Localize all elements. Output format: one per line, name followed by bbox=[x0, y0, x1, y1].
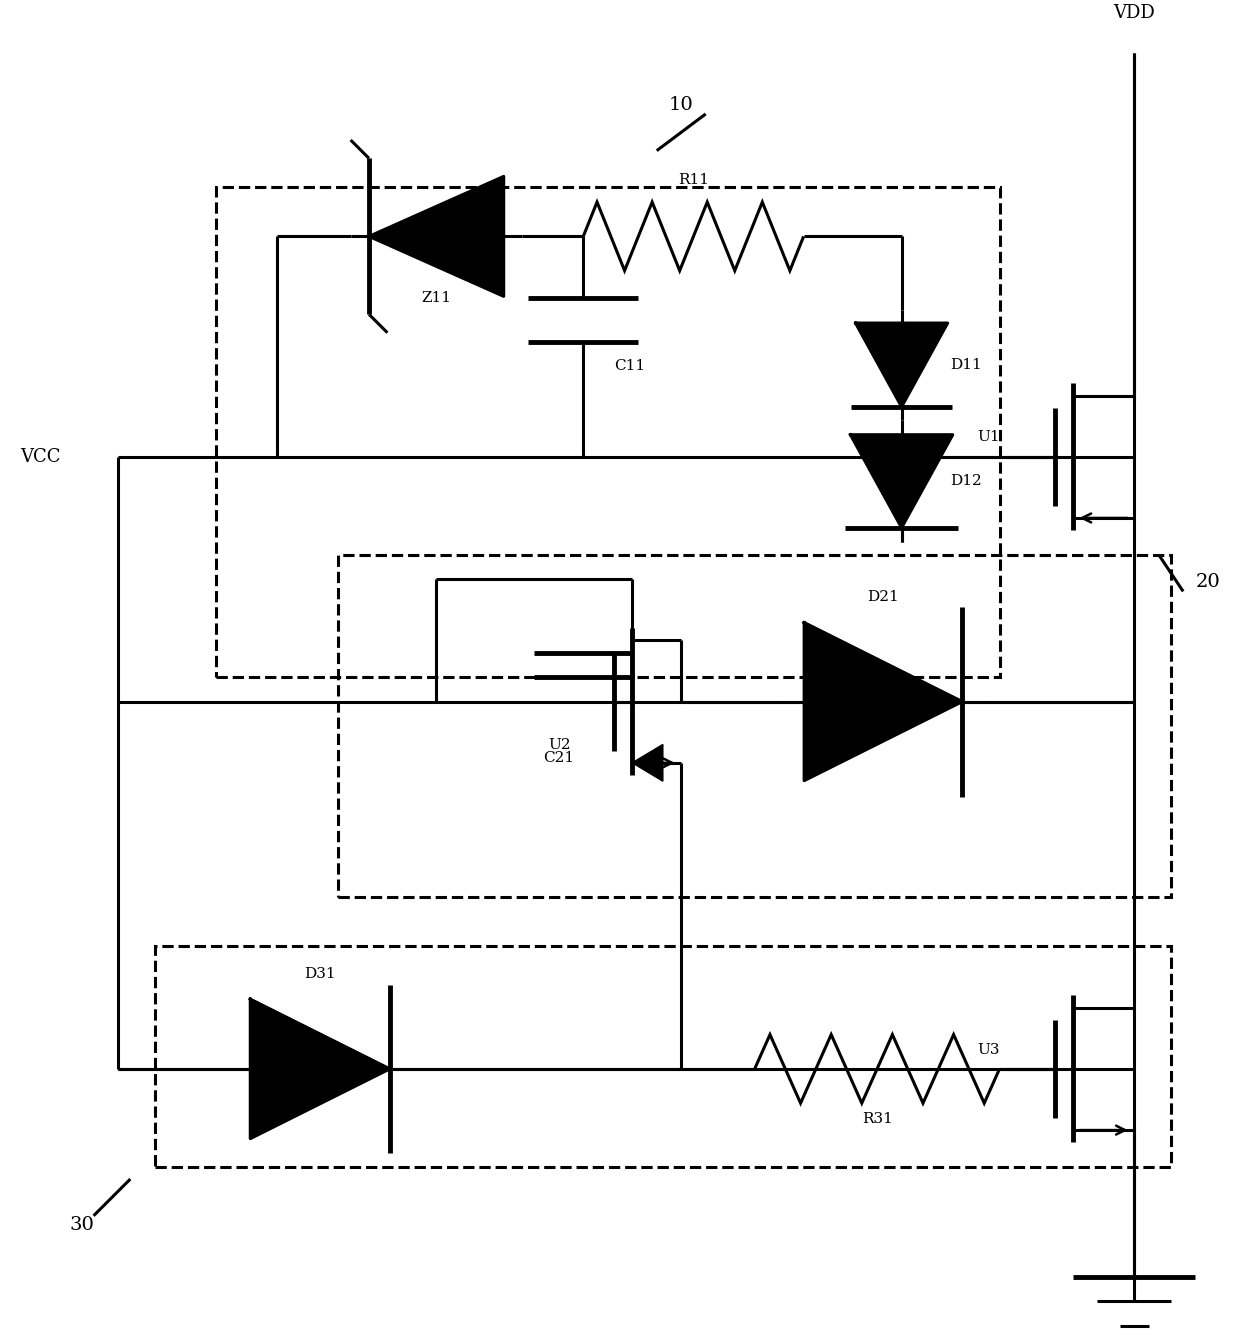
Text: U3: U3 bbox=[977, 1043, 999, 1057]
Polygon shape bbox=[856, 323, 947, 406]
Bar bbox=[216, 188, 999, 677]
Polygon shape bbox=[851, 434, 952, 528]
Polygon shape bbox=[250, 999, 389, 1139]
Bar bbox=[339, 555, 1171, 897]
Text: R11: R11 bbox=[678, 173, 709, 188]
Bar bbox=[155, 947, 1171, 1167]
Text: D31: D31 bbox=[304, 967, 336, 980]
Text: Z11: Z11 bbox=[422, 291, 451, 306]
Polygon shape bbox=[804, 622, 962, 780]
Text: U1: U1 bbox=[977, 430, 999, 444]
Text: 10: 10 bbox=[668, 97, 693, 114]
Text: D12: D12 bbox=[951, 475, 982, 488]
Text: C11: C11 bbox=[614, 359, 645, 373]
Text: U2: U2 bbox=[548, 739, 572, 752]
Polygon shape bbox=[370, 177, 503, 296]
Text: VCC: VCC bbox=[20, 448, 61, 465]
Text: C21: C21 bbox=[543, 751, 574, 764]
Text: D11: D11 bbox=[951, 358, 982, 371]
Text: 30: 30 bbox=[69, 1216, 94, 1234]
Text: VDD: VDD bbox=[1114, 4, 1156, 21]
Polygon shape bbox=[632, 744, 663, 782]
Text: 20: 20 bbox=[1195, 574, 1220, 591]
Text: R31: R31 bbox=[862, 1112, 893, 1125]
Text: D21: D21 bbox=[867, 590, 899, 605]
